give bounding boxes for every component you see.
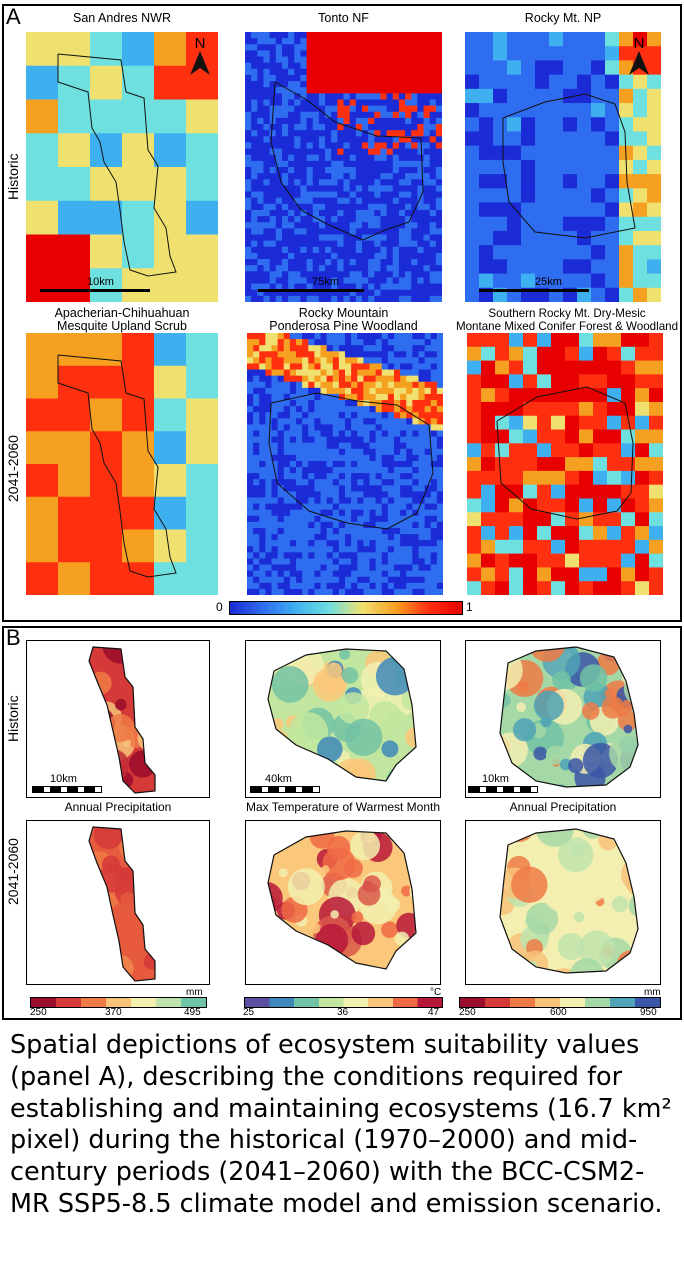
ecosystem-title-3-line1: Southern Rocky Mt. Dry-Mesic	[488, 307, 646, 320]
scalebar-b2-label: 40km	[265, 773, 292, 785]
map-san-andres-future	[26, 333, 218, 595]
ecosystem-title-2-line1: Rocky Mountain	[298, 306, 389, 320]
ecosystem-title-1-line1: Apacherian-Chihuahuan	[54, 306, 190, 320]
scalebar-a2	[258, 289, 364, 292]
north-arrow-1-icon	[190, 51, 210, 75]
ecosystem-title-3: Southern Rocky Mt. Dry-Mesic Montane Mix…	[452, 307, 682, 333]
precip-map-san-andres-historic	[26, 640, 210, 798]
map-rocky-mt-historic-grid	[465, 32, 661, 302]
variable-title-1: Annual Precipitation	[64, 800, 172, 814]
map-tonto-historic-grid	[245, 32, 442, 302]
panel-a-letter: A	[6, 4, 21, 29]
variable-title-2: Max Temperature of Warmest Month	[245, 800, 441, 814]
map-rocky-mt-future-grid	[467, 333, 663, 595]
panel-b-row-label-future: 2041-2060	[5, 838, 21, 905]
scalebar-b1	[32, 786, 102, 793]
colorbar-1-tick-0: 250	[30, 1007, 47, 1018]
map-san-andres-historic-grid	[26, 32, 218, 302]
north-arrow-2-label: N	[633, 35, 645, 52]
ecosystem-title-1: Apacherian-Chihuahuan Mesquite Upland Sc…	[22, 307, 222, 333]
colorbar-3	[459, 997, 661, 1008]
scalebar-b2	[250, 786, 320, 793]
precip-map-rocky-mt-historic-shape	[499, 646, 639, 788]
north-arrow-2-icon	[629, 51, 649, 75]
map-title-rocky-mt: Rocky Mt. NP	[524, 11, 602, 25]
scalebar-a2-label: 75km	[312, 276, 339, 288]
panel-b-row-label-historic: Historic	[5, 695, 21, 742]
colorbar-1-tick-1: 370	[105, 1007, 122, 1018]
scalebar-b3-label: 10km	[482, 773, 509, 785]
map-title-san-andres: San Andres NWR	[73, 11, 171, 25]
scalebar-b1-label: 10km	[50, 773, 77, 785]
figure-caption: Spatial depictions of ecosystem suitabil…	[10, 1030, 672, 1219]
scalebar-b3	[468, 786, 538, 793]
map-tonto-future-grid	[247, 333, 443, 595]
map-rocky-mt-future	[467, 333, 663, 595]
colorbar-2	[244, 997, 443, 1008]
north-arrow-2: N	[628, 36, 650, 80]
colorbar-3-tick-1: 600	[550, 1007, 567, 1018]
precip-map-rocky-mt-historic	[465, 640, 661, 798]
precip-map-rocky-mt-future	[465, 820, 661, 985]
ecosystem-title-2: Rocky Mountain Ponderosa Pine Woodland	[240, 307, 447, 333]
colorbar-1-unit: mm	[186, 987, 203, 998]
north-arrow-1: N	[189, 36, 211, 80]
colorbar-3-tick-2: 950	[640, 1007, 657, 1018]
map-rocky-mt-historic	[465, 32, 661, 302]
ecosystem-title-3-line2: Montane Mixed Conifer Forest & Woodland	[455, 320, 679, 333]
panel-a-row-label-historic: Historic	[5, 153, 21, 200]
precip-map-rocky-mt-future-shape	[499, 828, 639, 974]
colorbar-2-tick-1: 36	[337, 1007, 349, 1018]
colorbar-2-tick-2: 47	[428, 1007, 440, 1018]
map-tonto-historic	[245, 32, 442, 302]
temp-map-tonto-historic-shape	[267, 648, 417, 782]
temp-map-tonto-future	[245, 820, 441, 985]
panel-a-row-label-future: 2041-2060	[5, 435, 21, 502]
suitability-colorbar-max: 1	[466, 600, 473, 614]
ecosystem-title-2-line2: Ponderosa Pine Woodland	[269, 319, 418, 333]
scalebar-a3-label: 25km	[535, 276, 562, 288]
precip-map-san-andres-future-shape	[88, 826, 156, 982]
suitability-colorbar-min: 0	[216, 600, 223, 614]
colorbar-3-unit: mm	[644, 987, 661, 998]
panel-b-letter: B	[6, 625, 21, 650]
map-san-andres-historic	[26, 32, 218, 302]
precip-map-san-andres-historic-shape	[88, 646, 156, 794]
variable-title-3: Annual Precipitation	[509, 800, 617, 814]
precip-map-san-andres-future	[26, 820, 210, 985]
map-san-andres-future-grid	[26, 333, 218, 595]
north-arrow-1-label: N	[194, 35, 206, 52]
map-title-tonto: Tonto NF	[318, 11, 369, 25]
colorbar-2-unit: °C	[430, 987, 442, 998]
temp-map-tonto-historic	[245, 640, 441, 798]
suitability-colorbar	[229, 601, 463, 615]
scalebar-a3	[479, 289, 589, 292]
colorbar-3-tick-0: 250	[459, 1007, 476, 1018]
colorbar-1-tick-2: 495	[184, 1007, 201, 1018]
colorbar-1	[30, 997, 207, 1008]
temp-map-tonto-future-shape	[267, 830, 417, 970]
colorbar-2-tick-0: 25	[243, 1007, 255, 1018]
ecosystem-title-1-line2: Mesquite Upland Scrub	[57, 319, 187, 333]
scalebar-a1-label: 10km	[87, 276, 114, 288]
scalebar-a1	[40, 289, 150, 292]
map-tonto-future	[247, 333, 443, 595]
